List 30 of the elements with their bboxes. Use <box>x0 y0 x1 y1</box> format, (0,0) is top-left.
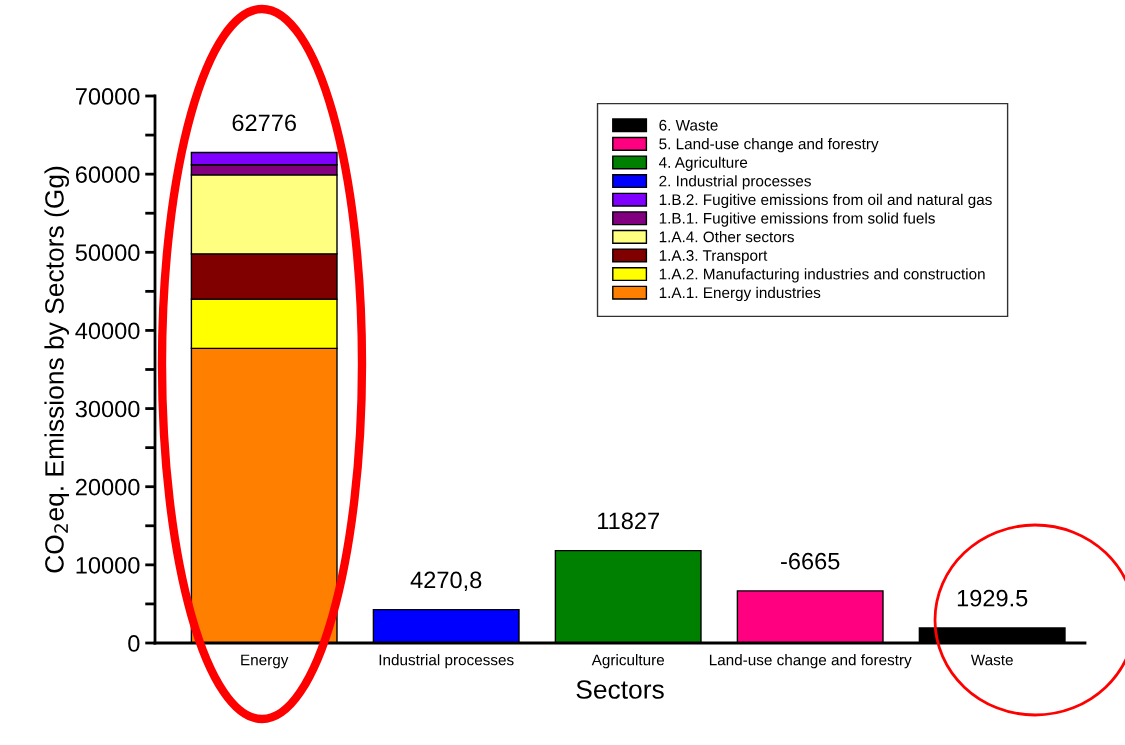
y-tick-label: 20000 <box>75 478 140 496</box>
y-tick-label: 40000 <box>75 322 140 340</box>
legend-label: 1.A.4. Other sectors <box>659 231 794 243</box>
y-axis-title: CO$_{2}$eq. Emissions by Sectors (Gg) <box>44 166 70 573</box>
total-label: 4270,8 <box>410 571 482 592</box>
legend-label: 6. Waste <box>659 119 718 131</box>
y-tick-label: 10000 <box>76 556 140 574</box>
y-tick-label: 30000 <box>75 400 140 418</box>
legend-label: 5. Land-use change and forestry <box>659 138 879 153</box>
y-tick-label: 0 <box>128 635 140 652</box>
legend-label: 1.B.2. Fugitive emissions from oil and natural gas <box>659 193 992 209</box>
x-tick-label: Waste <box>970 654 1013 666</box>
legend-label: 1.A.3. Transport <box>659 250 768 264</box>
x-axis-title: Sectors <box>576 680 664 699</box>
y-tick-label: 60000 <box>75 166 140 183</box>
legend-label: 4. Agriculture <box>658 156 748 171</box>
legend-label: 1.B.1. Fugitive emissions from solid fuels <box>659 212 935 227</box>
legend-label: 1.A.1. Energy industries <box>659 286 821 302</box>
x-tick-label: Energy <box>241 654 289 669</box>
x-tick-label: Industrial processes <box>379 654 514 669</box>
legend-label: 2. Industrial processes <box>659 175 811 190</box>
y-tick-label: 70000 <box>75 88 140 105</box>
total-label: 62776 <box>232 114 296 132</box>
y-tick-label: 50000 <box>75 244 140 262</box>
x-tick-label: Land-use change and forestry <box>709 654 912 669</box>
total-label: 1929.5 <box>957 589 1028 607</box>
total-label: 11827 <box>598 512 659 530</box>
x-tick-label: Agriculture <box>591 654 665 669</box>
legend-label: 1.A.2. Manufacturing industries and construction <box>659 268 985 283</box>
annotation: -6665 <box>781 552 840 570</box>
